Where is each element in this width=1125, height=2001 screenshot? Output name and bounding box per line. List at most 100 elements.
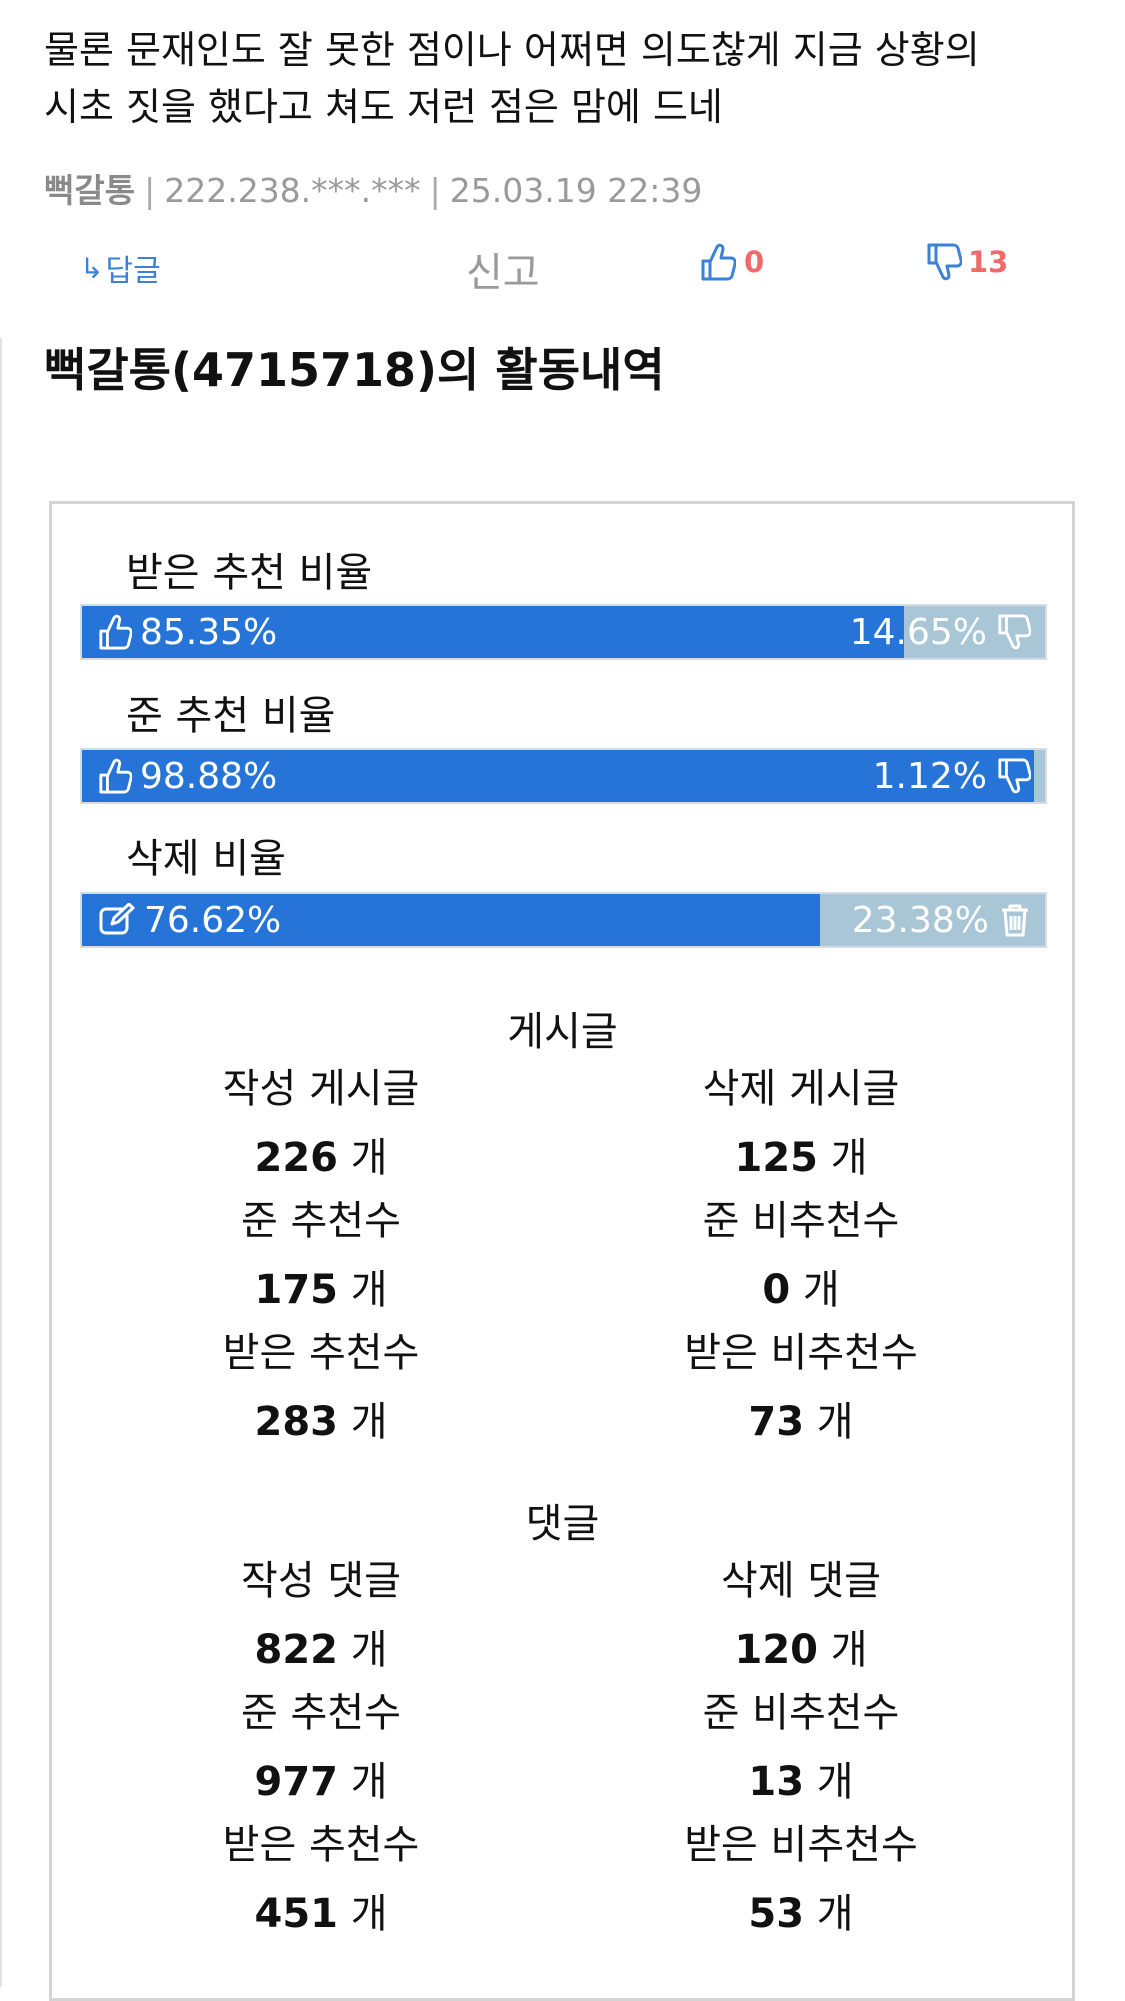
ratio-left-value: 85.35% — [140, 611, 278, 653]
stat-value: 283 개 — [71, 1389, 571, 1455]
stat-value: 977 개 — [71, 1749, 571, 1815]
stat-label: 준 비추천수 — [702, 1690, 900, 1736]
thumbs-down-icon — [998, 614, 1031, 650]
stat-unit: 개 — [830, 1135, 868, 1181]
ratio-label: 삭제 비율 — [126, 836, 286, 882]
stat-label: 받은 비추천수 — [684, 1330, 918, 1376]
stat-number: 73 — [748, 1399, 805, 1445]
stat-unit: 개 — [816, 1891, 854, 1937]
reply-arrow-icon: ↳ — [80, 251, 104, 285]
ratio-right: 14.65% — [850, 606, 1031, 658]
thumbs-up-icon — [701, 243, 736, 281]
stat-unit: 개 — [350, 1135, 388, 1181]
stat-number: 175 — [254, 1267, 338, 1313]
ratio-bar-fill — [82, 606, 904, 658]
stat-number: 977 — [254, 1759, 338, 1805]
stat-label: 작성 게시글 — [222, 1066, 420, 1112]
ratio-right-value: 23.38% — [851, 899, 989, 941]
stat-unit: 개 — [816, 1759, 854, 1805]
stat-number: 226 — [254, 1135, 338, 1181]
comment-line: 시초 짓을 했다고 쳐도 저런 점은 맘에 드네 — [44, 85, 723, 129]
stat-label: 준 추천수 — [241, 1198, 401, 1244]
stat-value: 125 개 — [551, 1125, 1051, 1191]
stat-value: 451 개 — [71, 1881, 571, 1947]
stat-value: 226 개 — [71, 1125, 571, 1191]
stat-label: 받은 추천수 — [222, 1330, 420, 1376]
stat-given-downvotes: 준 비추천수 0 개 — [551, 1191, 1051, 1323]
ratio-left: 98.88% — [98, 750, 277, 802]
ratio-left-value: 76.62% — [144, 899, 282, 941]
downvote-button[interactable]: 13 — [926, 242, 1008, 282]
ratio-right: 1.12% — [873, 750, 1031, 802]
stat-label: 삭제 게시글 — [702, 1066, 900, 1112]
stat-comment-received-upvotes: 받은 추천수 451 개 — [71, 1815, 571, 1947]
comment-meta: 뻑갈통 | 222.238.***.*** | 25.03.19 22:39 — [44, 164, 702, 212]
stat-written-comments: 작성 댓글 822 개 — [71, 1551, 571, 1683]
meta-separator: | — [429, 171, 441, 210]
stat-value: 73 개 — [551, 1389, 1051, 1455]
stat-unit: 개 — [350, 1399, 388, 1445]
stat-number: 13 — [748, 1759, 805, 1805]
ratio-left: 85.35% — [98, 606, 277, 658]
ratio-bar: 85.35% 14.65% — [80, 604, 1047, 660]
stat-value: 0 개 — [551, 1257, 1051, 1323]
thumbs-down-icon — [927, 243, 962, 281]
ratio-left: 76.62% — [98, 894, 281, 946]
stat-value: 13 개 — [551, 1749, 1051, 1815]
stat-label: 작성 댓글 — [241, 1558, 401, 1604]
stat-unit: 개 — [350, 1891, 388, 1937]
upvote-button[interactable]: 0 — [700, 242, 764, 282]
thumbs-up-icon — [99, 758, 132, 794]
stat-deleted-comments: 삭제 댓글 120 개 — [551, 1551, 1051, 1683]
divider — [0, 338, 2, 1987]
stat-value: 175 개 — [71, 1257, 571, 1323]
stat-value: 120 개 — [551, 1617, 1051, 1683]
ratio-right: 23.38% — [852, 894, 1031, 946]
comments-section-title: 댓글 — [525, 1501, 600, 1547]
stat-number: 120 — [734, 1627, 818, 1673]
comment-datetime: 25.03.19 22:39 — [449, 171, 703, 210]
ratio-bar: 98.88% 1.12% — [80, 748, 1047, 804]
trash-icon — [1002, 904, 1028, 937]
stat-label: 삭제 댓글 — [721, 1558, 881, 1604]
posts-section-title: 게시글 — [507, 1009, 618, 1055]
stat-label: 받은 추천수 — [222, 1822, 420, 1868]
stat-value: 53 개 — [551, 1881, 1051, 1947]
report-label: 신고 — [466, 250, 540, 296]
stat-unit: 개 — [802, 1267, 840, 1313]
stat-given-upvotes: 준 추천수 175 개 — [71, 1191, 571, 1323]
edit-icon — [99, 903, 135, 935]
ratio-label: 받은 추천 비율 — [126, 550, 373, 596]
ratio-right-value: 1.12% — [872, 755, 987, 797]
reply-label: 답글 — [105, 254, 161, 289]
thumbs-up-icon — [99, 614, 132, 650]
stat-number: 822 — [254, 1627, 338, 1673]
upvote-count: 0 — [744, 245, 765, 279]
comment-author[interactable]: 뻑갈통 — [44, 171, 136, 210]
stat-unit: 개 — [350, 1267, 388, 1313]
report-button[interactable]: 신고 — [466, 240, 540, 298]
stat-number: 283 — [254, 1399, 338, 1445]
stat-label: 받은 비추천수 — [684, 1822, 918, 1868]
stat-written-posts: 작성 게시글 226 개 — [71, 1059, 571, 1191]
comment-body: 물론 문재인도 잘 못한 점이나 어쩌면 의도찮게 지금 상황의 시초 짓을 했… — [44, 22, 1084, 136]
stat-unit: 개 — [350, 1627, 388, 1673]
downvote-count: 13 — [968, 245, 1009, 279]
stat-unit: 개 — [830, 1627, 868, 1673]
stat-number: 125 — [734, 1135, 818, 1181]
ratio-bar-fill — [82, 750, 1035, 802]
stat-label: 준 추천수 — [241, 1690, 401, 1736]
stat-unit: 개 — [816, 1399, 854, 1445]
stat-comment-given-downvotes: 준 비추천수 13 개 — [551, 1683, 1051, 1815]
stat-received-upvotes: 받은 추천수 283 개 — [71, 1323, 571, 1455]
reply-button[interactable]: ↳ 답글 — [80, 246, 161, 290]
thumbs-down-icon — [998, 758, 1031, 794]
meta-separator: | — [144, 171, 156, 210]
stat-label: 준 비추천수 — [702, 1198, 900, 1244]
stat-unit: 개 — [350, 1759, 388, 1805]
ratio-right-value: 14.65% — [849, 611, 987, 653]
stat-value: 822 개 — [71, 1617, 571, 1683]
activity-title: 뻑갈통(4715718)의 활동내역 — [44, 343, 665, 397]
comment-line: 물론 문재인도 잘 못한 점이나 어쩌면 의도찮게 지금 상황의 — [44, 28, 980, 72]
ratio-bar-fill — [82, 894, 820, 946]
